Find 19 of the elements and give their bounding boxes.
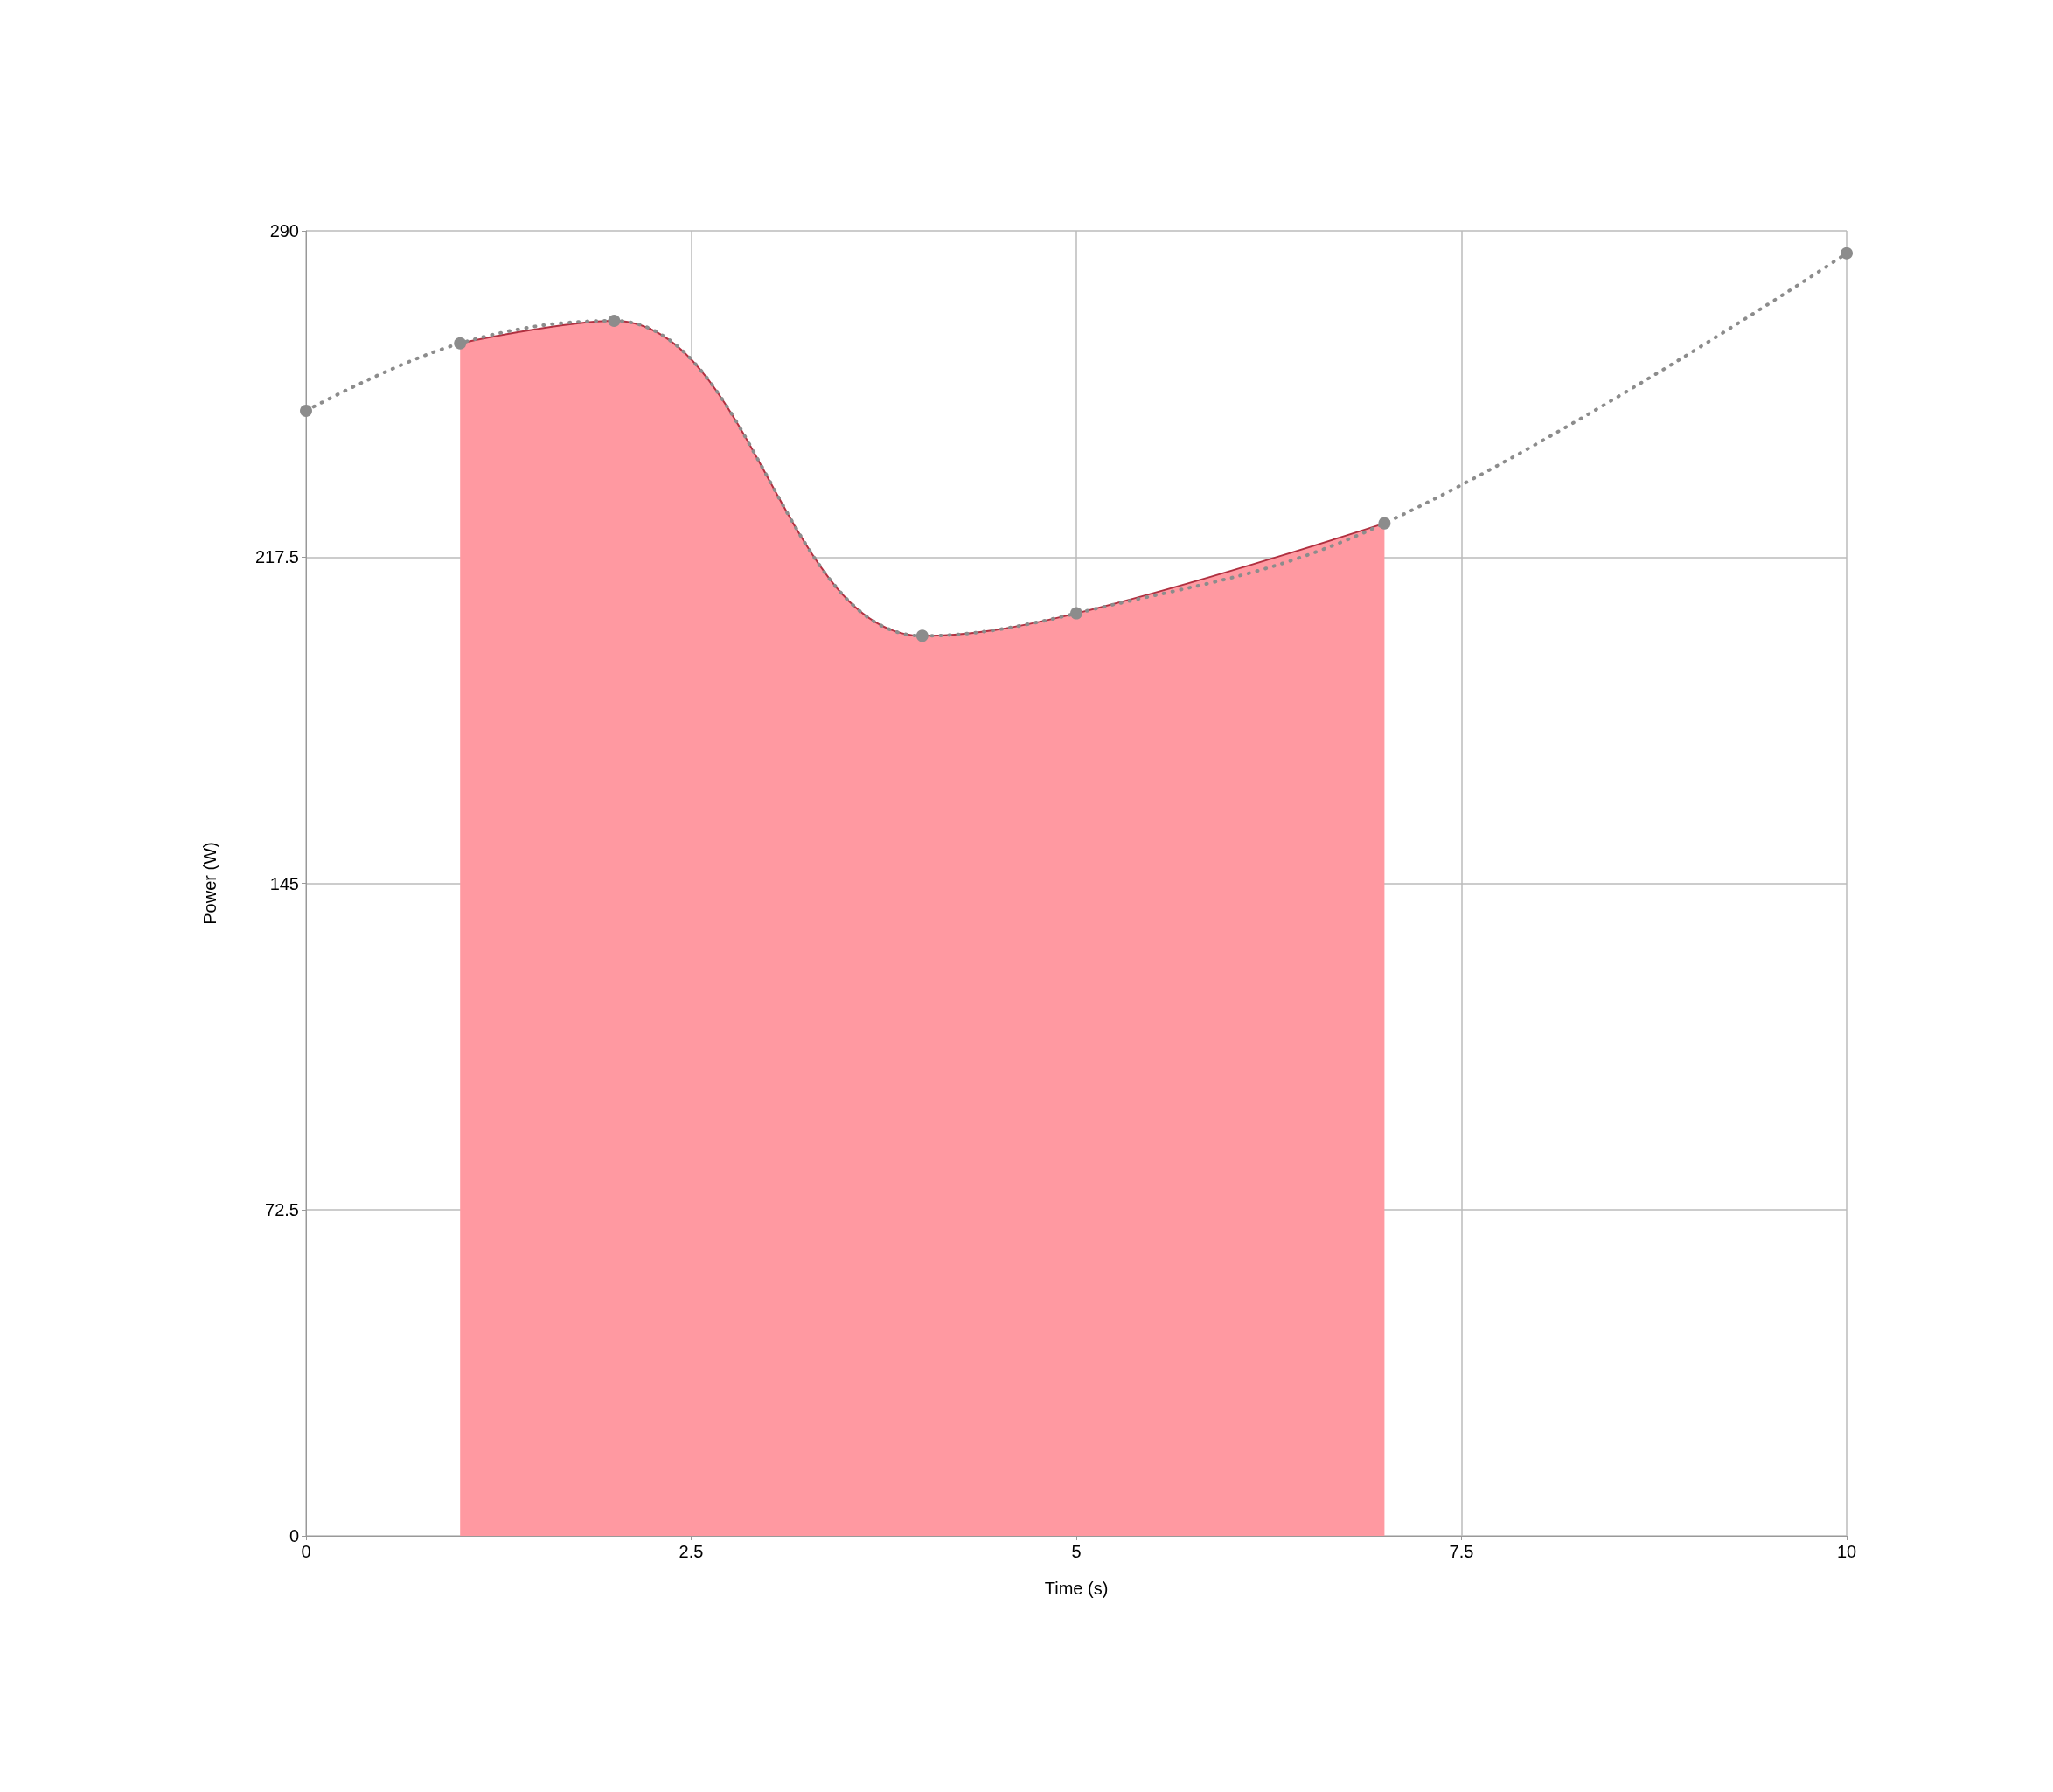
y-tick-label: 0 xyxy=(289,1526,299,1545)
point xyxy=(1070,607,1082,620)
x-axis-title: Time (s) xyxy=(1044,1579,1109,1598)
point xyxy=(300,404,312,417)
x-tick-label: 10 xyxy=(1836,1542,1857,1561)
x-tick-label: 2.5 xyxy=(679,1542,704,1561)
point xyxy=(608,314,621,327)
x-tick-label: 5 xyxy=(1071,1542,1082,1561)
point xyxy=(1841,247,1853,260)
y-tick-label: 290 xyxy=(269,221,299,240)
point xyxy=(915,629,929,642)
x-tick-label: 7.5 xyxy=(1449,1542,1474,1561)
y-tick-label: 217.5 xyxy=(254,547,299,567)
y-tick-label: 145 xyxy=(269,873,299,893)
point xyxy=(1378,517,1391,530)
y-axis-title: Power (W) xyxy=(200,842,219,925)
x-tick-label: 0 xyxy=(301,1542,311,1561)
point xyxy=(454,337,467,350)
y-tick-label: 72.5 xyxy=(265,1199,299,1219)
